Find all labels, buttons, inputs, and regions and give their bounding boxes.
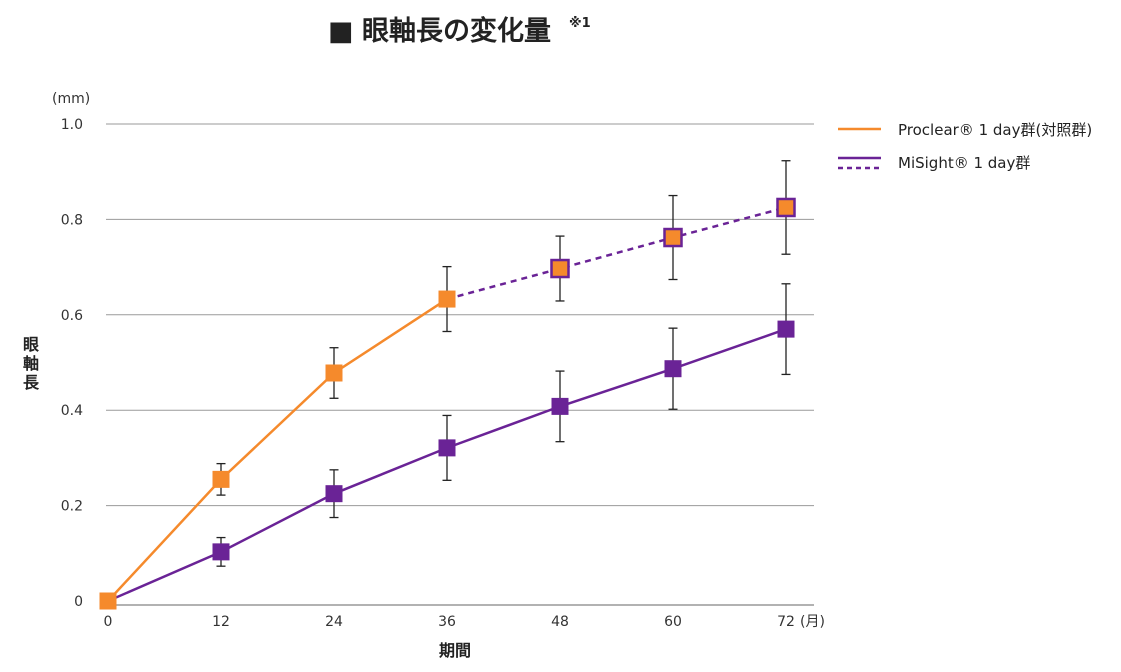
y-tick-label: 0.4 <box>61 403 83 419</box>
series-misight-switched-line <box>446 206 787 301</box>
x-tick-label: 48 <box>551 614 569 630</box>
x-tick-label: 12 <box>212 614 230 630</box>
x-tick-label: 36 <box>438 614 456 630</box>
legend: Proclear® 1 day群(対照群) MiSight® 1 day群 <box>838 121 1092 172</box>
series-misight-point <box>551 397 569 415</box>
series-proclear-point <box>212 470 230 488</box>
y-tick-label: 0.2 <box>61 499 83 515</box>
y-tick-label: 0 <box>74 594 83 610</box>
x-tick-label: 24 <box>325 614 343 630</box>
y-axis-unit: (mm) <box>52 91 90 107</box>
series-misight-switched-point <box>776 197 796 218</box>
legend-label-proclear: Proclear® 1 day群(対照群) <box>898 121 1092 139</box>
series-misight-point <box>777 320 795 338</box>
y-axis-title: 眼軸長 <box>23 335 40 392</box>
series-misight-switched-point <box>550 258 570 279</box>
gridlines <box>106 123 814 507</box>
series-proclear-point <box>438 290 456 308</box>
series-proclear-point <box>99 592 117 610</box>
chart-title-note: ※1 <box>569 16 591 31</box>
series-proclear-line <box>107 298 448 602</box>
chart-title-group: ■ 眼軸長の変化量 ※1 <box>328 15 591 47</box>
y-axis-title-char: 長 <box>23 373 40 392</box>
x-tick-label: 0 <box>104 614 113 630</box>
series-misight-switched <box>446 160 796 302</box>
y-tick-label: 0.6 <box>61 308 83 324</box>
chart-title-marker: ■ <box>328 16 354 47</box>
series-proclear-point <box>325 364 343 382</box>
series-misight-point <box>212 543 230 561</box>
series-proclear <box>99 265 456 610</box>
x-axis-unit: (月) <box>800 614 825 630</box>
legend-label-misight: MiSight® 1 day群 <box>898 154 1030 172</box>
y-tick-label: 0.8 <box>61 212 83 228</box>
y-axis-title-char: 軸 <box>23 354 39 373</box>
x-axis-title: 期間 <box>439 641 471 660</box>
y-axis-title-char: 眼 <box>23 335 39 354</box>
series-misight-point <box>325 485 343 503</box>
y-tick-label: 1.0 <box>61 117 83 133</box>
series-misight-point <box>664 360 682 378</box>
x-tick-label: 72 <box>777 614 795 630</box>
y-tick-labels: 0 0.2 0.4 0.6 0.8 1.0 <box>61 117 83 610</box>
series-layer <box>99 160 796 610</box>
x-tick-labels: 0 12 24 36 48 60 72 <box>104 614 795 630</box>
series-misight-switched-point <box>663 227 683 248</box>
series-misight-point <box>438 439 456 457</box>
chart-title: 眼軸長の変化量 <box>362 15 551 47</box>
series-misight <box>99 283 795 610</box>
x-tick-label: 60 <box>664 614 682 630</box>
